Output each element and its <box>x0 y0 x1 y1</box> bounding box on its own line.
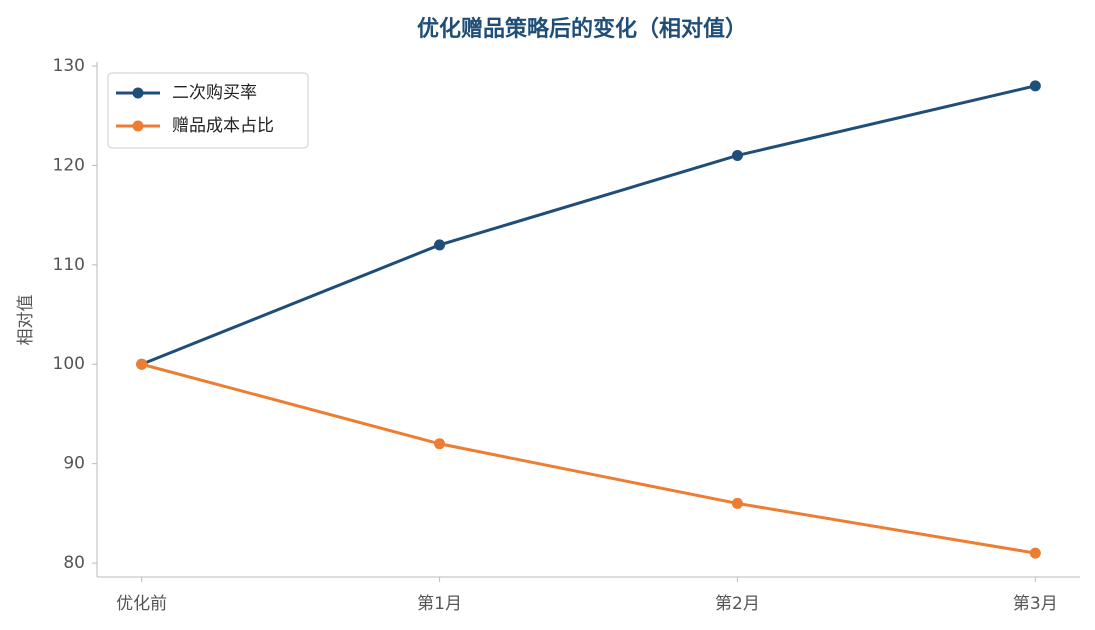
x-tick-label: 第2月 <box>715 594 760 614</box>
data-point <box>1029 80 1041 92</box>
y-tick-label: 100 <box>53 354 85 374</box>
data-point <box>731 497 743 509</box>
y-tick-label: 90 <box>63 454 85 474</box>
series-line <box>141 362 1036 555</box>
legend-label: 赠品成本占比 <box>172 116 274 136</box>
y-tick-label: 120 <box>53 155 85 175</box>
y-tick-label: 80 <box>63 553 85 573</box>
data-point <box>731 149 743 161</box>
data-point <box>434 239 446 251</box>
legend-marker <box>132 120 144 132</box>
x-tick-label: 优化前 <box>116 594 167 614</box>
x-tick-label: 第1月 <box>417 594 462 614</box>
x-tick-label: 第3月 <box>1013 594 1058 614</box>
data-point <box>136 358 148 370</box>
y-tick-label: 110 <box>53 255 85 275</box>
legend-label: 二次购买率 <box>172 83 257 103</box>
chart-title: 优化赠品策略后的变化（相对值） <box>417 16 747 42</box>
legend-marker <box>132 87 144 99</box>
data-point <box>1029 547 1041 559</box>
series-line <box>141 84 1036 366</box>
y-tick-label: 130 <box>53 56 85 76</box>
data-point <box>434 438 446 450</box>
y-axis-label: 相对值 <box>16 295 36 346</box>
